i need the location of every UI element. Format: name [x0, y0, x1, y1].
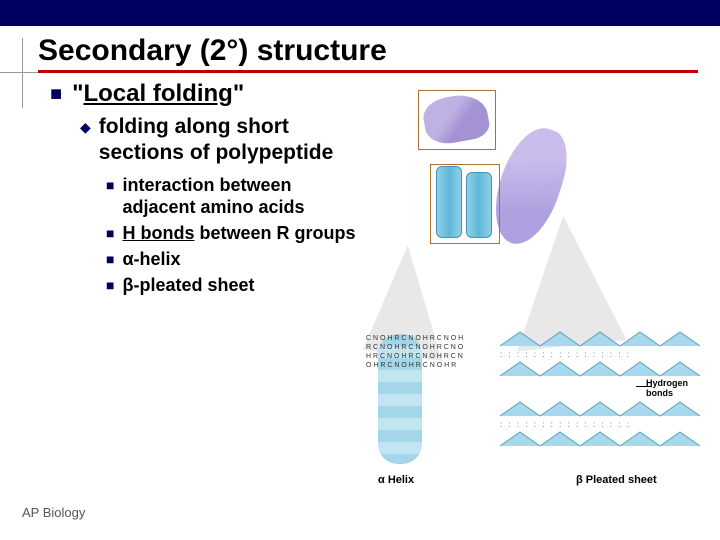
pleat-row-icon — [500, 328, 700, 350]
beta-sheet-panel: : : : : : : : : : : : : : : : : Hydrogen… — [496, 322, 710, 476]
bullet-l1-underlined: Local folding — [83, 80, 232, 107]
hbond-label-line2: bonds — [646, 388, 673, 398]
bullet-level3-c: ■ α-helix — [106, 248, 360, 270]
pleat-row-icon — [500, 398, 700, 420]
bullet-level3-d: ■ β-pleated sheet — [106, 274, 360, 296]
zoom-box — [430, 164, 500, 244]
bullet-l3b-underlined: H bonds — [122, 223, 194, 243]
slide-title: Secondary (2°) structure — [38, 34, 720, 68]
square-bullet-icon: ■ — [50, 80, 62, 108]
square-bullet-icon: ■ — [106, 174, 114, 196]
bullet-level2: ◆ folding along short sections of polype… — [80, 114, 360, 166]
top-bar — [0, 0, 720, 26]
sheet-caption: β Pleated sheet — [576, 474, 657, 486]
footer-label: AP Biology — [22, 505, 85, 520]
hbond-arrow-icon — [636, 386, 652, 387]
alpha-helix-panel: C N O H R C N O H R C N O H R C N O H R … — [354, 334, 484, 476]
title-area: Secondary (2°) structure — [0, 26, 720, 77]
diamond-bullet-icon: ◆ — [80, 114, 91, 140]
square-bullet-icon: ■ — [106, 222, 114, 244]
hbond-label: Hydrogen bonds — [646, 378, 688, 398]
square-bullet-icon: ■ — [106, 248, 114, 270]
bullet-level3-b: ■ H bonds between R groups — [106, 222, 360, 244]
helix-caption: α Helix — [378, 474, 414, 486]
figure-area: C N O H R C N O H R C N O H R C N O H R … — [360, 86, 710, 486]
hbond-label-line1: Hydrogen — [646, 378, 688, 388]
hbond-dots: : : : : : : : : : : : : : : : : — [500, 420, 700, 428]
zoom-box — [418, 90, 496, 150]
pleat-row-icon — [500, 428, 700, 450]
bullet-l3a-text: interaction between adjacent amino acids — [122, 174, 360, 218]
bullet-l3b-rest: between R groups — [194, 223, 355, 243]
bullet-content: ■ "Local folding" ◆ folding along short … — [50, 80, 360, 300]
hbond-dots: : : : : : : : : : : : : : : : : — [500, 350, 700, 358]
bullet-l3b-text: H bonds between R groups — [122, 222, 355, 244]
helix-atom-labels: C N O H R C N O H R C N O H R C N O H R … — [366, 334, 470, 464]
pleat-row-icon — [500, 358, 700, 380]
bullet-l1-text: "Local folding" — [72, 80, 244, 108]
bullet-l3d-text: β-pleated sheet — [122, 274, 254, 296]
quote-open: " — [72, 80, 83, 107]
title-underline — [38, 70, 698, 73]
bullet-l2-text: folding along short sections of polypept… — [99, 114, 360, 166]
square-bullet-icon: ■ — [106, 274, 114, 296]
bullet-level3-a: ■ interaction between adjacent amino aci… — [106, 174, 360, 218]
quote-close: " — [233, 80, 244, 107]
bullet-l3c-text: α-helix — [122, 248, 180, 270]
bullet-level1: ■ "Local folding" — [50, 80, 360, 108]
